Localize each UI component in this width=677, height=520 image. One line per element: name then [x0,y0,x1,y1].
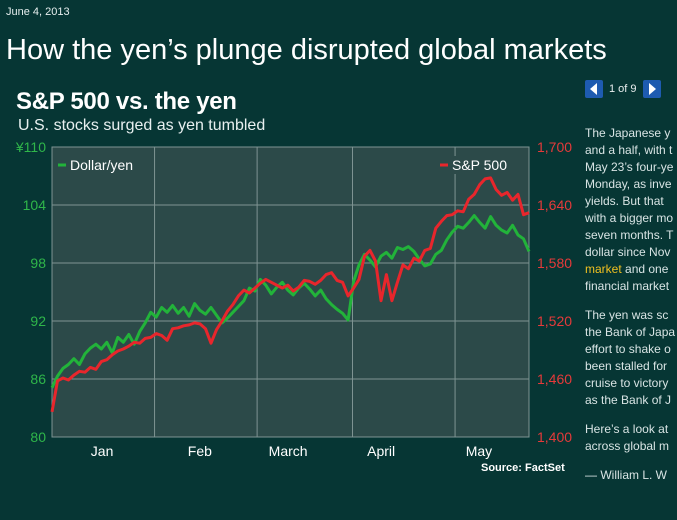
article-paragraph-3: Here’s a look at across global m [585,421,677,455]
market-link[interactable]: market [585,262,622,276]
article-line: and one [621,262,669,276]
right-tick-label: 1,400 [537,429,572,445]
right-tick-label: 1,460 [537,371,572,387]
legend-label-sp500: S&P 500 [452,157,507,173]
article-line: been stalled for [585,359,668,373]
article-body: The Japanese y and a half, with t May 23… [585,125,677,496]
article-line: The yen was sc [585,308,669,322]
series-line-dollar-yen [50,214,531,389]
article-line: Here’s a look at [585,422,669,436]
left-tick-label: 92 [30,313,46,329]
legend-label-dollar-yen: Dollar/yen [70,157,133,173]
arrow-right-icon [648,83,656,95]
left-tick-label: 86 [30,371,46,387]
sp500-vs-yen-chart: ¥110 104 98 92 86 80 1,700 1,640 1,580 1,520 1,46… [15,139,572,459]
article-line: financial market [585,279,670,293]
article-line: dollar since Nov [585,245,671,259]
article-line: Monday, as inve [585,177,672,191]
article-line: cruise to victory [585,376,669,390]
chart-title: S&P 500 vs. the yen [16,88,237,115]
x-tick-label: Jan [91,443,114,459]
byline-text: — William L. W [585,468,667,482]
article-line: The Japanese y [585,126,671,140]
series-line-sp500 [50,176,530,413]
article-line: and a half, with t [585,143,673,157]
right-tick-label: 1,640 [537,197,572,213]
article-line: with a bigger mo [585,211,674,225]
slide-counter: 1 of 9 [609,83,637,95]
left-tick-label: 80 [30,429,46,445]
previous-slide-button[interactable] [585,80,603,98]
arrow-left-icon [590,83,597,95]
article-line: May 23’s four-ye [585,160,674,174]
x-tick-label: March [269,443,308,459]
right-axis-ticks: 1,700 1,640 1,580 1,520 1,460 1,400 [537,139,572,445]
left-axis-ticks: ¥110 104 98 92 86 80 [15,139,46,445]
article-line: effort to shake o [585,342,671,356]
x-tick-label: Feb [188,443,212,459]
left-tick-label: 98 [30,255,46,271]
next-slide-button[interactable] [642,80,661,98]
article-paragraph-1: The Japanese y and a half, with t May 23… [585,125,677,295]
article-line: seven months. T [585,228,674,242]
right-tick-label: 1,700 [537,139,572,155]
date-label: June 4, 2013 [6,6,70,18]
legend-sp500: S&P 500 [432,156,524,174]
slide-pager: 1 of 9 [585,79,661,99]
legend-dollar-yen: Dollar/yen [56,156,152,174]
right-tick-label: 1,520 [537,313,572,329]
chart-source: Source: FactSet [481,462,565,474]
x-tick-label: April [367,443,395,459]
chart-gridlines [52,147,529,437]
article-paragraph-2: The yen was sc the Bank of Japa effort t… [585,307,677,409]
left-tick-label: 104 [23,197,47,213]
article-line: yields. But that [585,194,664,208]
article-line: as the Bank of J [585,393,672,407]
chart-subtitle: U.S. stocks surged as yen tumbled [18,117,266,134]
right-tick-label: 1,580 [537,255,572,271]
page-headline: How the yen’s plunge disrupted global ma… [6,34,607,66]
article-byline: — William L. W [585,467,677,484]
article-line: the Bank of Japa [585,325,676,339]
x-axis-ticks: Jan Feb March April May [91,443,492,459]
left-tick-label: ¥110 [15,139,46,155]
article-line: across global m [585,439,670,453]
x-tick-label: May [466,443,492,459]
